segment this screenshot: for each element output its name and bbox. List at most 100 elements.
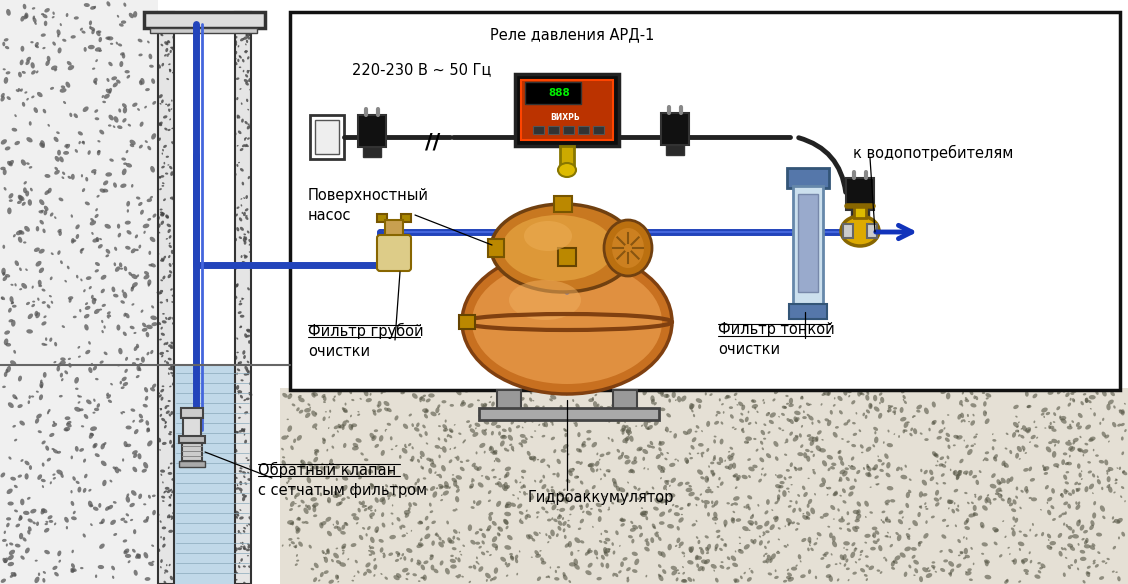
Ellipse shape (651, 395, 654, 402)
Ellipse shape (828, 468, 830, 471)
Ellipse shape (484, 451, 486, 454)
Ellipse shape (726, 502, 730, 505)
Ellipse shape (705, 476, 710, 483)
Ellipse shape (979, 470, 981, 473)
Ellipse shape (311, 392, 316, 398)
Ellipse shape (994, 454, 998, 459)
Ellipse shape (597, 404, 599, 408)
Ellipse shape (656, 388, 661, 394)
Ellipse shape (707, 512, 710, 517)
Ellipse shape (315, 427, 317, 430)
Ellipse shape (238, 430, 243, 433)
Ellipse shape (923, 493, 927, 496)
Ellipse shape (67, 61, 72, 65)
Bar (363, 147, 381, 157)
Ellipse shape (497, 393, 501, 395)
Ellipse shape (752, 465, 758, 468)
Ellipse shape (95, 47, 102, 51)
Ellipse shape (872, 467, 876, 470)
Ellipse shape (342, 476, 349, 481)
Ellipse shape (321, 550, 325, 554)
Ellipse shape (337, 389, 342, 395)
Ellipse shape (165, 491, 167, 492)
Ellipse shape (244, 255, 248, 259)
Ellipse shape (32, 70, 36, 75)
Bar (525, 82, 581, 104)
Ellipse shape (108, 505, 113, 509)
Ellipse shape (534, 408, 536, 411)
Ellipse shape (125, 357, 129, 361)
Ellipse shape (1048, 425, 1051, 429)
Ellipse shape (1107, 476, 1111, 482)
Ellipse shape (1029, 497, 1032, 499)
Ellipse shape (247, 478, 252, 481)
Ellipse shape (548, 575, 550, 578)
Ellipse shape (7, 161, 12, 166)
Ellipse shape (847, 579, 849, 581)
Ellipse shape (531, 557, 532, 558)
Ellipse shape (679, 507, 684, 510)
Ellipse shape (89, 26, 91, 29)
Ellipse shape (1038, 562, 1041, 564)
Ellipse shape (452, 547, 457, 550)
Ellipse shape (994, 529, 998, 533)
Ellipse shape (667, 524, 673, 529)
Ellipse shape (865, 415, 867, 419)
Ellipse shape (171, 99, 173, 102)
Ellipse shape (345, 522, 347, 525)
Ellipse shape (321, 463, 324, 465)
Ellipse shape (532, 400, 535, 401)
Ellipse shape (900, 417, 907, 422)
Ellipse shape (902, 429, 905, 433)
Ellipse shape (73, 113, 78, 118)
Ellipse shape (233, 295, 237, 298)
Ellipse shape (510, 555, 513, 559)
Ellipse shape (650, 441, 653, 446)
Ellipse shape (584, 489, 590, 496)
Ellipse shape (869, 403, 872, 409)
Ellipse shape (741, 475, 748, 479)
Ellipse shape (351, 513, 356, 517)
Ellipse shape (58, 150, 61, 155)
Ellipse shape (1013, 525, 1015, 527)
Ellipse shape (408, 502, 412, 507)
Ellipse shape (236, 43, 237, 46)
Ellipse shape (100, 275, 106, 280)
Ellipse shape (689, 453, 691, 455)
Bar (290, 12, 1120, 390)
Ellipse shape (964, 526, 970, 530)
Ellipse shape (477, 466, 482, 471)
Bar (846, 178, 874, 210)
Ellipse shape (170, 489, 173, 492)
Ellipse shape (399, 557, 403, 559)
Ellipse shape (106, 392, 109, 396)
Ellipse shape (83, 414, 88, 419)
Ellipse shape (496, 533, 501, 537)
Ellipse shape (160, 389, 165, 392)
Ellipse shape (381, 512, 385, 517)
Ellipse shape (114, 262, 116, 266)
Ellipse shape (73, 316, 77, 318)
Ellipse shape (1114, 482, 1118, 484)
Ellipse shape (1092, 473, 1095, 478)
Ellipse shape (449, 435, 452, 438)
Ellipse shape (667, 413, 671, 418)
Ellipse shape (113, 82, 118, 88)
Ellipse shape (957, 474, 960, 479)
Ellipse shape (632, 525, 638, 530)
Ellipse shape (1024, 452, 1026, 454)
Ellipse shape (985, 560, 989, 566)
Ellipse shape (733, 473, 738, 477)
Ellipse shape (334, 526, 338, 529)
Ellipse shape (167, 300, 168, 303)
Ellipse shape (1047, 534, 1051, 538)
Ellipse shape (1031, 435, 1036, 439)
Ellipse shape (430, 510, 433, 513)
Ellipse shape (1054, 412, 1056, 416)
Ellipse shape (812, 469, 814, 471)
Ellipse shape (123, 312, 126, 317)
Ellipse shape (540, 561, 546, 565)
Ellipse shape (544, 421, 548, 427)
Ellipse shape (161, 385, 165, 387)
Ellipse shape (1033, 420, 1036, 423)
